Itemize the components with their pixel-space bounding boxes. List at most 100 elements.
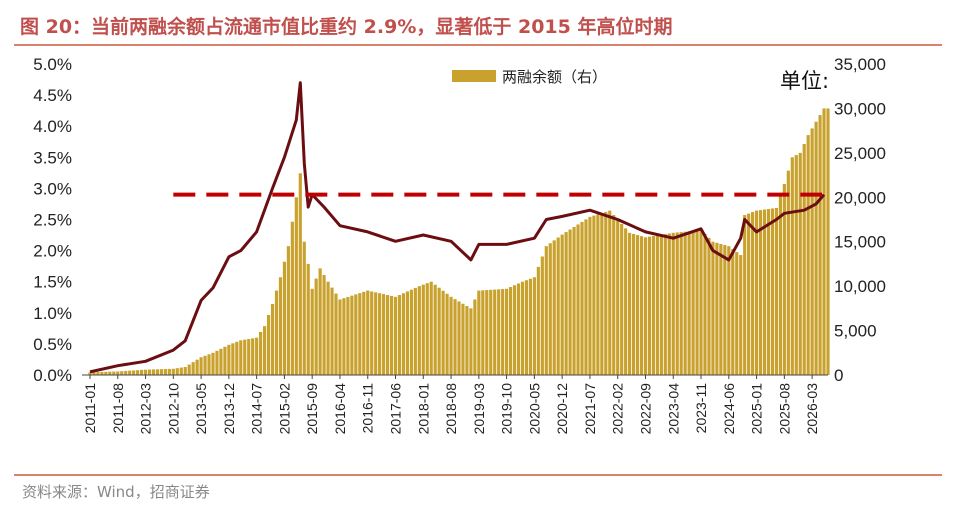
bar-mark (286, 246, 290, 375)
bar-mark (707, 237, 711, 375)
bar-mark (671, 232, 675, 375)
bar-mark (584, 219, 588, 375)
bar-mark (112, 371, 116, 375)
x-tick-label: 2016-04 (332, 383, 348, 435)
x-tick-label: 2019-10 (499, 383, 515, 435)
bar-mark (596, 214, 600, 375)
bar-mark (350, 295, 354, 375)
bar-mark (290, 221, 294, 375)
bar-mark (338, 299, 342, 375)
right-tick-label: 5,000 (834, 322, 877, 341)
left-tick-label: 1.0% (33, 304, 72, 323)
bar-mark (227, 344, 231, 375)
bar-mark (378, 293, 382, 375)
bar-mark (171, 368, 175, 375)
bar-mark (497, 289, 501, 375)
bar-mark (667, 233, 671, 375)
right-tick-label: 0 (834, 366, 843, 385)
bar-mark (683, 231, 687, 375)
bar-mark (302, 241, 306, 375)
bar-mark (556, 237, 560, 375)
bar-mark (465, 306, 469, 375)
bar-mark (255, 337, 259, 375)
right-tick-label: 35,000 (834, 55, 886, 74)
bar-mark (128, 370, 132, 375)
left-tick-label: 4.0% (33, 117, 72, 136)
bar-mark (231, 343, 235, 375)
bar-mark (382, 294, 386, 375)
bar-mark (628, 232, 632, 375)
right-tick-label: 15,000 (834, 233, 886, 252)
bar-mark (124, 370, 128, 375)
bar-mark (631, 233, 636, 375)
bar-mark (425, 283, 429, 375)
bar-mark (762, 209, 767, 375)
bar-mark (711, 241, 715, 375)
bar-mark (203, 355, 207, 375)
bar-mark (802, 143, 806, 375)
bar-mark (457, 301, 461, 375)
bar-mark (524, 280, 529, 375)
x-tick-label: 2015-02 (276, 383, 292, 435)
bar-mark (814, 121, 818, 375)
bar-mark (512, 285, 517, 375)
bar-mark (215, 350, 219, 375)
bar-mark (481, 290, 485, 375)
bar-mark (508, 287, 513, 375)
bar-mark (278, 277, 283, 375)
bar-mark (505, 288, 509, 375)
bar-mark (782, 183, 786, 375)
bar-mark (655, 235, 659, 375)
bar-mark (826, 108, 830, 375)
bar-mark (239, 340, 243, 375)
bar-mark (608, 210, 612, 375)
right-tick-label: 30,000 (834, 99, 886, 118)
bar-mark (663, 234, 667, 375)
bar-mark (354, 294, 358, 375)
bar-mark (235, 341, 239, 375)
bar-mark (310, 288, 314, 375)
bar-mark (731, 249, 735, 375)
bar-mark (191, 362, 195, 375)
bar-mark (358, 293, 362, 375)
bar-mark (620, 223, 624, 375)
bar-mark (639, 236, 644, 375)
bar-mark (489, 289, 493, 375)
left-tick-label: 4.5% (33, 86, 72, 105)
bar-mark (441, 290, 445, 375)
x-tick-label: 2023-11 (693, 383, 709, 434)
bar-mark (421, 284, 425, 375)
bar-mark (540, 256, 544, 375)
bar-mark (544, 246, 548, 375)
bar-mark (461, 303, 465, 375)
bar-mark (397, 295, 402, 375)
bar-mark (366, 290, 370, 375)
bar-mark (659, 234, 663, 375)
bar-mark (207, 354, 211, 375)
bar-mark (187, 364, 191, 375)
bar-mark (572, 226, 576, 375)
bar-mark (433, 284, 437, 375)
bar-mark (120, 371, 124, 375)
bar-mark (735, 252, 739, 375)
bar-series (88, 108, 830, 375)
x-tick-label: 2023-04 (665, 383, 681, 435)
x-tick-label: 2020-05 (526, 383, 542, 435)
bar-mark (806, 135, 810, 375)
left-tick-label: 0.5% (33, 335, 72, 354)
bar-mark (88, 372, 92, 375)
bar-mark (326, 281, 330, 375)
bar-mark (259, 331, 263, 375)
bar-mark (413, 287, 417, 375)
bar-mark (143, 369, 148, 375)
page-title: 图 20：当前两融余额占流通市值比重约 2.9%，显著低于 2015 年高位时期 (20, 16, 673, 38)
bar-mark (699, 230, 703, 375)
x-tick-label: 2022-02 (610, 383, 626, 435)
x-tick-label: 2018-01 (415, 383, 431, 435)
legend-swatch (452, 70, 496, 82)
bar-mark (330, 287, 334, 375)
bar-mark (485, 290, 489, 375)
bar-mark (385, 295, 390, 375)
bar-mark (536, 266, 540, 375)
x-tick-label: 2025-08 (776, 383, 792, 435)
